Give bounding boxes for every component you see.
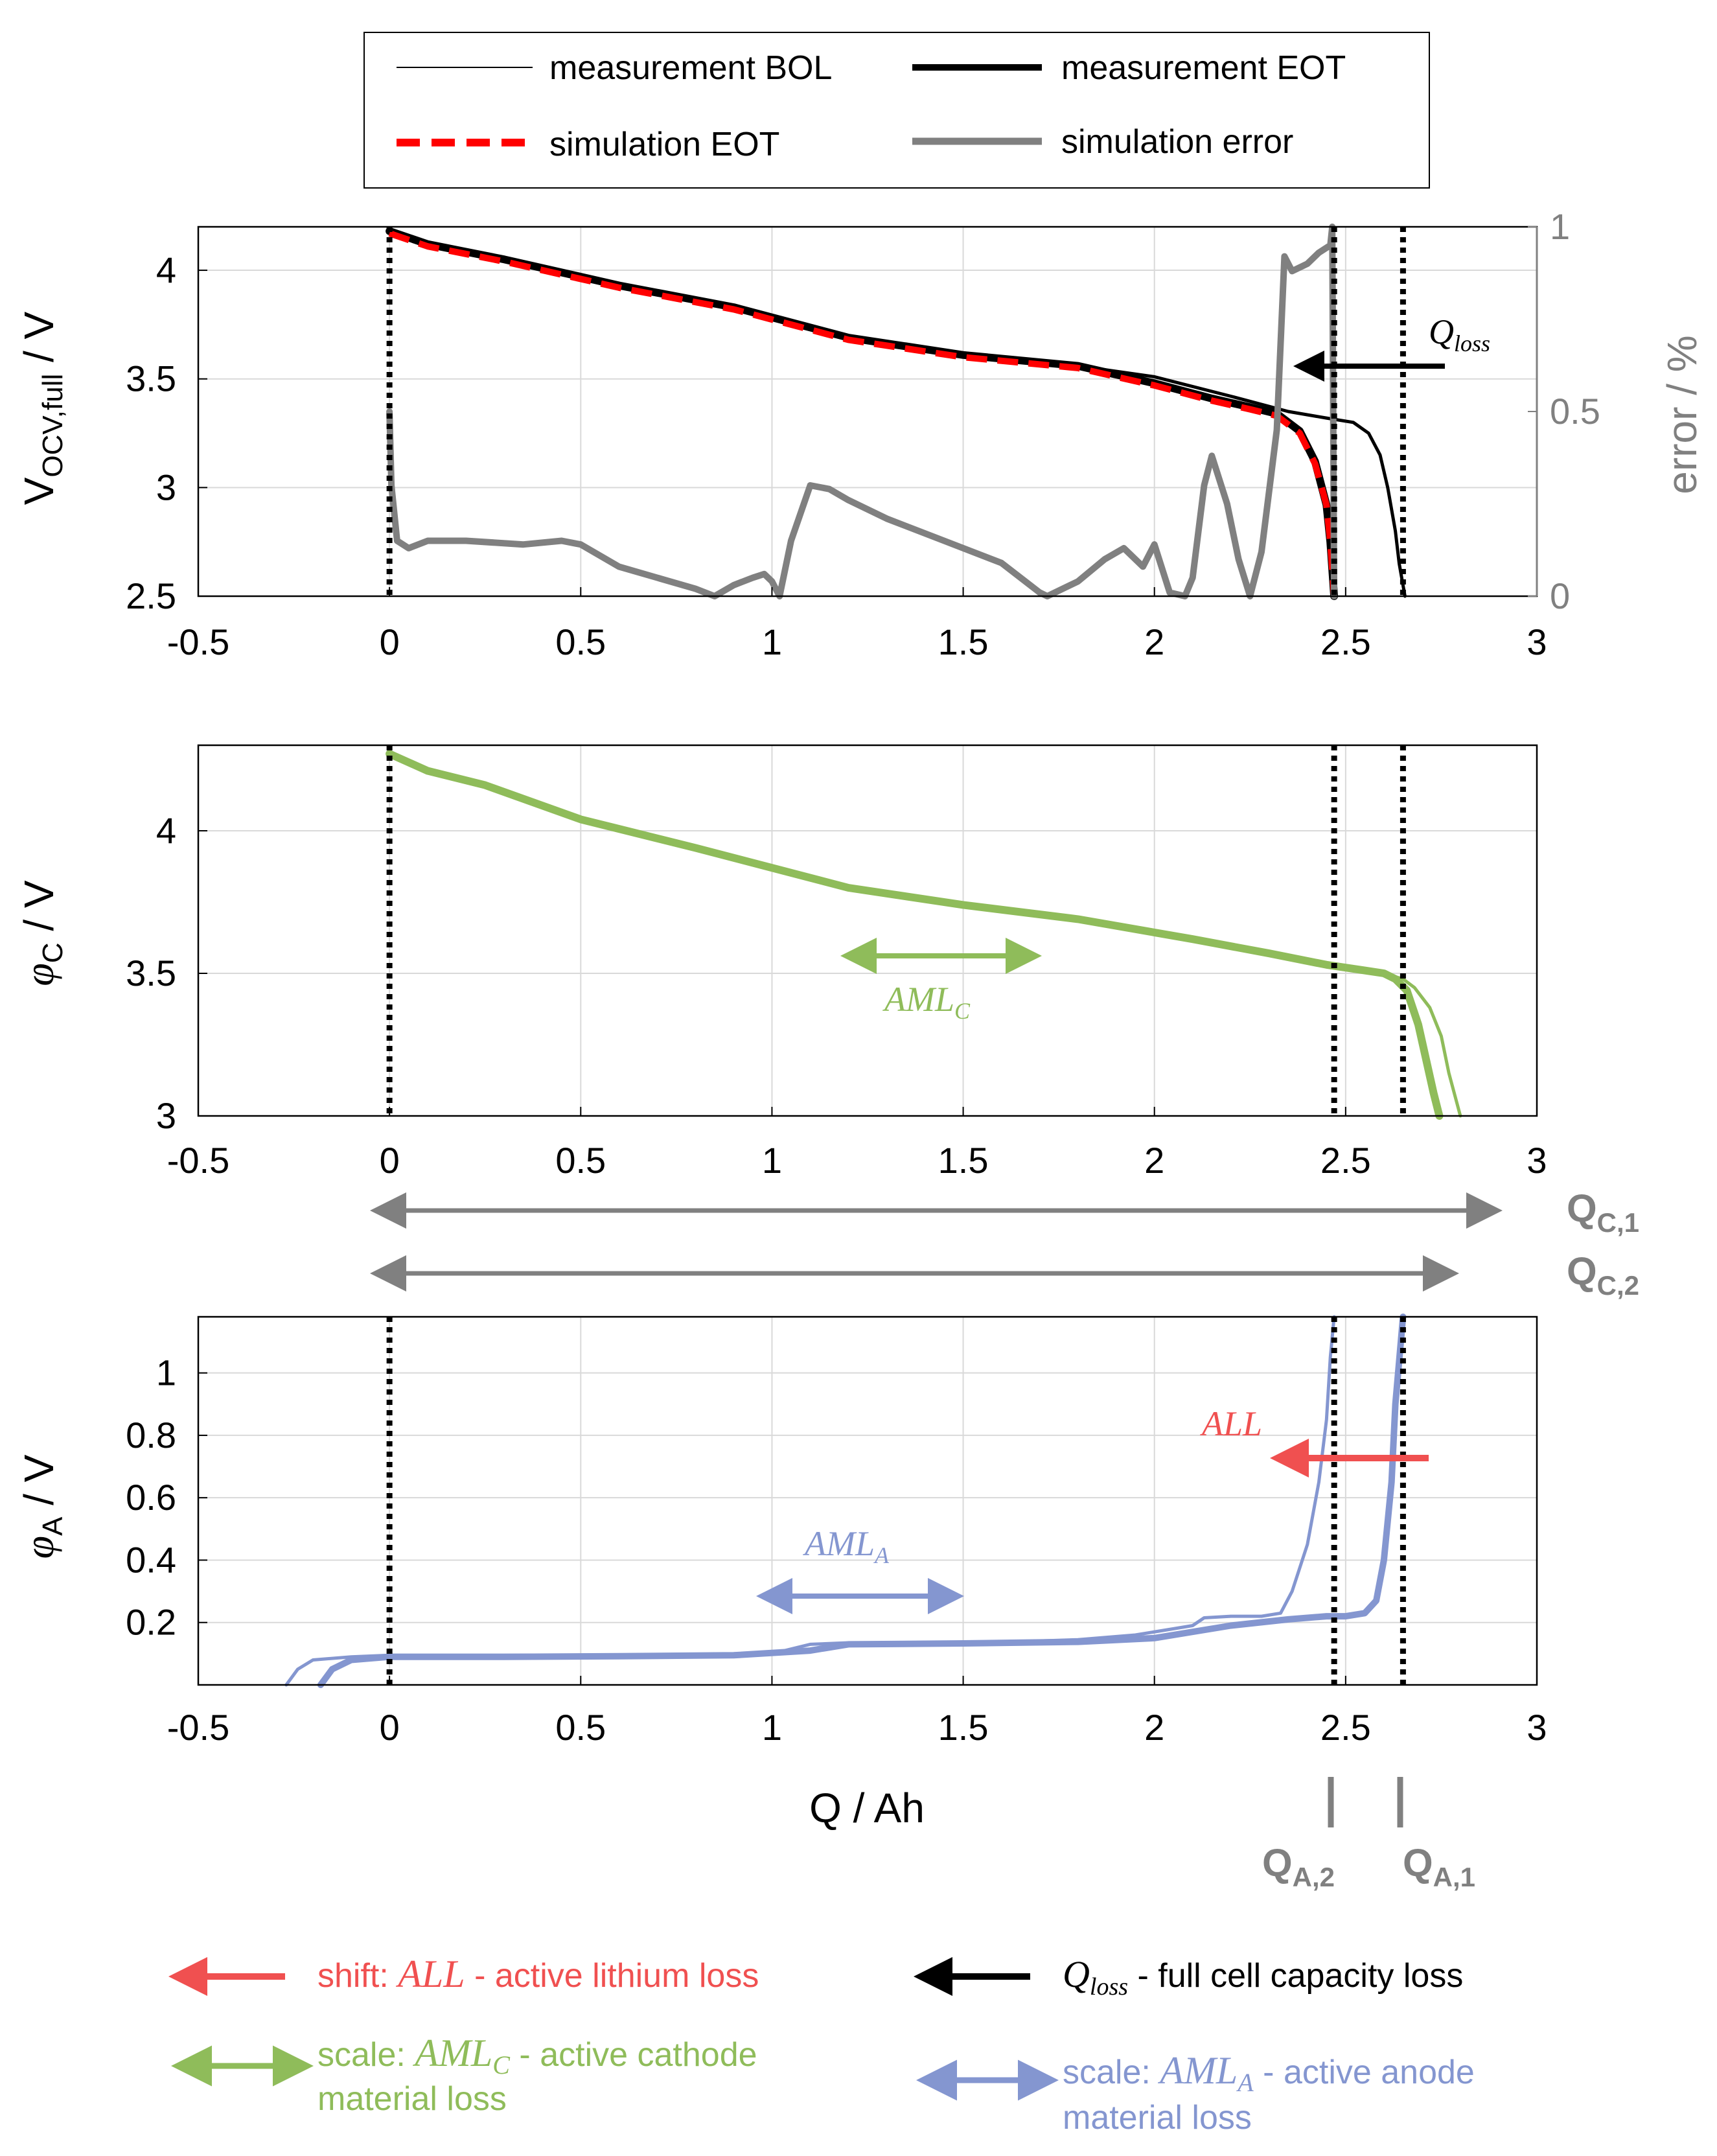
all-label: ALL	[1200, 1404, 1262, 1443]
qloss-annotation: Qloss	[1293, 312, 1490, 382]
x-tick-label: 0	[380, 621, 400, 662]
voltage-panel: -0.5 0 0.5 1 1.5 2 2.5 3 2.5 3 3.5 4 0 0.5 1 VOCV,full…	[16, 206, 1705, 662]
cathode-panel: -0.5 0 0.5 1 1.5 2 2.5 3 3 3.5 4 φC / V AMLC	[16, 744, 1547, 1181]
series-lines	[284, 1314, 1407, 1688]
legend: measurement BOL measurement EOT simulati…	[363, 32, 1430, 189]
x-tick-label: 0	[380, 1707, 400, 1748]
capacity-extents: QC,1 QC,2	[370, 1187, 1639, 1301]
qa2-label: QA,2	[1262, 1841, 1335, 1892]
x-tick-label: 3	[1527, 621, 1547, 662]
series-lines	[386, 745, 1462, 1120]
legend-label-err: simulation error	[1061, 123, 1293, 161]
y-tick-label: 3.5	[126, 953, 176, 993]
y-axis-right-label: error / %	[1659, 335, 1705, 494]
qloss-label: Qloss	[1429, 312, 1490, 356]
x-tick-label: -0.5	[167, 1707, 230, 1748]
legend-label-bol: measurement BOL	[549, 49, 832, 87]
axes-frame	[197, 1316, 1538, 1686]
y-tick-label: 2.5	[126, 575, 176, 616]
legend-label-eot: measurement EOT	[1061, 49, 1346, 87]
x-tick-label: 2.5	[1320, 1140, 1371, 1181]
grid	[198, 1317, 1538, 1685]
x-tick-label: 2	[1144, 621, 1164, 662]
y-axis-label: VOCV,full / V	[16, 311, 69, 505]
y-axis-label: φA / V	[16, 1454, 69, 1559]
ticks: -0.5 0 0.5 1 1.5 2 2.5 3 2.5 3 3.5 4 0 0.5 1	[126, 206, 1600, 662]
series-line-2	[317, 1314, 1407, 1688]
y-right-tick-label: 0	[1550, 575, 1570, 616]
series-line-3	[388, 230, 1338, 597]
qa1-label: QA,1	[1403, 1841, 1475, 1892]
y-tick-label: 0.8	[126, 1415, 176, 1455]
y-tick-label: 1	[156, 1352, 176, 1393]
y-tick-label: 0.6	[126, 1477, 176, 1518]
bottom-legend: shift: ALL - active lithium loss Qloss -…	[168, 1953, 1475, 2137]
y-tick-label: 4	[156, 249, 176, 290]
amlc-legend-line2: material loss	[317, 2080, 507, 2118]
ticks: -0.5 0 0.5 1 1.5 2 2.5 3 3 3.5 4	[126, 810, 1547, 1181]
ticks: -0.5 0 0.5 1 1.5 2 2.5 3 0.2 0.4 0.6 0.8 1	[126, 1352, 1547, 1748]
y-tick-label: 3	[156, 1095, 176, 1136]
x-tick-label: -0.5	[167, 621, 230, 662]
series-lines	[386, 224, 1407, 600]
amlc-legend-text: scale: AMLC - active cathode	[317, 2032, 757, 2080]
amla-legend-line2: material loss	[1063, 2099, 1252, 2137]
x-tick-label: 1	[762, 1707, 782, 1748]
y-right-tick-label: 1	[1550, 206, 1570, 247]
series-line-1	[284, 1315, 1336, 1687]
qc2-label: QC,2	[1567, 1249, 1639, 1301]
x-tick-label: 0	[380, 1140, 400, 1181]
x-tick-label: 2.5	[1320, 621, 1371, 662]
x-tick-label: 2	[1144, 1140, 1164, 1181]
shift-legend-text: shift: ALL - active lithium loss	[317, 1953, 759, 1995]
amla-label: AMLA	[803, 1524, 890, 1568]
amla-legend-text: scale: AMLA - active anode	[1063, 2049, 1475, 2097]
all-annotation: ALL	[1200, 1404, 1429, 1478]
x-tick-label: 2.5	[1320, 1707, 1371, 1748]
amlc-annotation: AMLC	[840, 938, 1042, 1024]
x-tick-label: 3	[1527, 1707, 1547, 1748]
y-tick-label: 3	[156, 467, 176, 507]
legend-box	[363, 32, 1430, 189]
y-tick-label: 0.4	[126, 1539, 176, 1580]
x-tick-label: -0.5	[167, 1140, 230, 1181]
qc1-label: QC,1	[1567, 1187, 1639, 1238]
anode-panel: -0.5 0 0.5 1 1.5 2 2.5 3 0.2 0.4 0.6 0.8 1 φA / V Q …	[16, 1314, 1547, 1892]
x-tick-label: 2	[1144, 1707, 1164, 1748]
amla-annotation: AMLA	[756, 1524, 964, 1614]
qa-markers: QA,2 QA,1	[1262, 1777, 1475, 1892]
y-right-tick-label: 0.5	[1550, 391, 1600, 432]
y-axis-label: φC / V	[16, 880, 69, 986]
x-tick-label: 0.5	[555, 1140, 606, 1181]
x-tick-label: 1.5	[938, 1140, 989, 1181]
x-tick-label: 3	[1527, 1140, 1547, 1181]
x-tick-label: 0.5	[555, 621, 606, 662]
x-axis-label: Q / Ah	[809, 1785, 925, 1831]
x-tick-label: 1	[762, 621, 782, 662]
y-tick-label: 4	[156, 810, 176, 851]
y-tick-label: 3.5	[126, 358, 176, 399]
axes-frame	[197, 744, 1538, 1117]
qloss-legend-text: Qloss - full cell capacity loss	[1063, 1953, 1463, 2000]
x-tick-label: 1.5	[938, 1707, 989, 1748]
legend-label-sim: simulation EOT	[549, 126, 779, 163]
series-line-4	[386, 224, 1338, 599]
x-tick-label: 1	[762, 1140, 782, 1181]
x-tick-label: 1.5	[938, 621, 989, 662]
series-line-2	[386, 750, 1444, 1120]
y-tick-label: 0.2	[126, 1602, 176, 1643]
x-tick-label: 0.5	[555, 1707, 606, 1748]
amlc-label: AMLC	[882, 980, 971, 1024]
